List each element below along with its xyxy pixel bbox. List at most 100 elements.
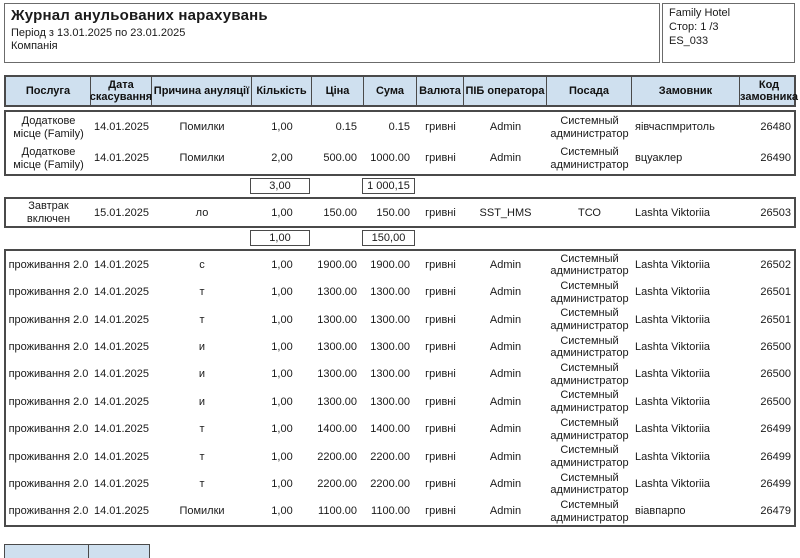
charge-group-3: проживання 2.0 14.01.2025 с 1,00 1900.00 1900…	[4, 249, 796, 528]
cell-position: Системный администратор	[550, 471, 629, 497]
cell-operator: Admin	[489, 450, 522, 463]
cell-operator: Admin	[489, 258, 522, 271]
cell-position: Системный администратор	[550, 146, 629, 171]
cell-customer: Lashta Viktoriia	[635, 341, 711, 354]
subtotal-spacer	[738, 230, 796, 246]
cell-cancel-date: 14.01.2025	[93, 450, 150, 463]
column-header-sum: Сума	[364, 77, 417, 106]
cell-currency: гривні	[425, 121, 456, 134]
subtotal-spacer	[89, 178, 150, 194]
hotel-name: Family Hotel	[669, 7, 731, 19]
table-row: проживання 2.0 14.01.2025 Помилки 1,00 1100.…	[6, 498, 794, 525]
cell-customer: Lashta Viktoriia	[635, 286, 711, 299]
cell-operator: Admin	[489, 121, 522, 134]
cell-customer: вцуаклер	[635, 152, 683, 165]
cell-customer: Lashta Viktoriia	[635, 477, 711, 490]
table-row: проживання 2.0 14.01.2025 т 1,00 1400.00 1400…	[6, 416, 794, 443]
cell-quantity: 1,00	[271, 423, 293, 436]
cell-quantity: 1,00	[271, 313, 293, 326]
cell-currency: гривні	[425, 341, 456, 354]
column-header-customer-code: Код замовника	[740, 79, 798, 104]
cell-quantity: 1,00	[271, 341, 293, 354]
report-period: Період з 13.01.2025 по 23.01.2025	[11, 27, 186, 39]
table-row: Додаткове місце (Family) 14.01.2025 Помилк…	[6, 112, 794, 143]
cell-sum: 1300.00	[370, 395, 410, 408]
cell-customer-code: 26490	[760, 152, 791, 165]
table-row: проживання 2.0 14.01.2025 т 1,00 1300.00 1300…	[6, 279, 794, 306]
cell-customer: Lashta Viktoriia	[635, 368, 711, 381]
table-row: проживання 2.0 14.01.2025 т 1,00 2200.00 2200…	[6, 471, 794, 498]
cell-price: 2200.00	[317, 450, 357, 463]
cell-operator: Admin	[489, 286, 522, 299]
cell-sum: 2200.00	[370, 477, 410, 490]
cell-sum: 150.00	[376, 206, 410, 219]
cell-operator: SST_HMS	[479, 206, 532, 219]
cell-sum: 1300.00	[370, 313, 410, 326]
table-row: проживання 2.0 14.01.2025 т 1,00 1300.00 1300…	[6, 306, 794, 333]
table-header-row: Послуга Дата скасування Причина ануляції…	[4, 75, 798, 108]
subtotal-spacer	[150, 230, 250, 246]
cell-operator: Admin	[489, 505, 522, 518]
column-header-reason: Причина ануляції	[152, 77, 252, 106]
cell-reason: и	[198, 395, 206, 408]
cell-operator: Admin	[489, 423, 522, 436]
cell-currency: гривні	[425, 505, 456, 518]
cell-price: 1900.00	[317, 258, 357, 271]
page-header: Журнал анульованих нарахувань Період з 1…	[4, 3, 797, 63]
subtotal-spacer	[462, 230, 545, 246]
subtotal-spacer	[89, 230, 150, 246]
column-header-currency: Валюта	[417, 77, 464, 106]
cell-customer-code: 26501	[760, 313, 791, 326]
cell-position: Системный администратор	[550, 252, 629, 278]
cell-service: проживання 2.0	[8, 477, 89, 490]
page-info-box: Family Hotel Стор: 1 /3 ES_033	[662, 3, 795, 63]
report-info-box: Журнал анульованих нарахувань Період з 1…	[4, 3, 660, 63]
subtotal-spacer	[545, 178, 630, 194]
cell-customer-code: 26499	[760, 450, 791, 463]
column-header-cancel-date: Дата скасування	[90, 77, 152, 106]
report-title: Журнал анульованих нарахувань	[11, 7, 268, 24]
subtotal-spacer	[738, 178, 796, 194]
cell-position: Системный администратор	[550, 362, 629, 387]
cell-reason: т	[199, 450, 205, 463]
cell-service: проживання 2.0	[8, 341, 89, 354]
table-row: проживання 2.0 14.01.2025 и 1,00 1300.00 1300…	[6, 334, 794, 361]
cell-quantity: 1,00	[271, 505, 293, 518]
subtotal-spacer	[415, 178, 462, 194]
cell-price: 1300.00	[317, 286, 357, 299]
subtotal-quantity: 1,00	[250, 230, 310, 247]
cell-reason: и	[198, 368, 206, 381]
cell-position: Системный администратор	[550, 334, 629, 360]
cell-customer-code: 26503	[760, 206, 791, 219]
cell-position: Системный администратор	[550, 444, 629, 469]
group-subtotal-row: 3,00 1 000,15	[4, 178, 796, 195]
cell-sum: 1900.00	[370, 258, 410, 271]
cell-position: Системный администратор	[550, 307, 629, 332]
report-code: ES_033	[669, 34, 709, 47]
cell-sum: 1300.00	[370, 341, 410, 354]
cell-reason: т	[199, 286, 205, 299]
cell-reason: т	[199, 423, 205, 436]
cell-currency: гривні	[425, 368, 456, 381]
subtotal-quantity: 3,00	[250, 178, 310, 195]
cell-price: 1300.00	[317, 341, 357, 354]
cell-currency: гривні	[425, 450, 456, 463]
cell-position: Системный администратор	[550, 389, 629, 415]
cell-sum: 1000.00	[370, 152, 410, 165]
cell-cancel-date: 14.01.2025	[93, 258, 150, 271]
cell-service: Завтрак включен	[26, 200, 71, 225]
cell-currency: гривні	[425, 258, 456, 271]
cell-customer-code: 26480	[760, 121, 791, 134]
cell-reason: т	[199, 477, 205, 490]
cell-cancel-date: 14.01.2025	[93, 477, 150, 490]
cell-reason: Помилки	[179, 505, 225, 518]
charge-group-2: Завтрак включен 15.01.2025 ло 1,00 150.00 150…	[4, 197, 796, 229]
cell-operator: Admin	[489, 368, 522, 381]
report-company-label: Компанія	[11, 40, 58, 53]
table-row: Завтрак включен 15.01.2025 ло 1,00 150.00 150…	[6, 199, 794, 226]
column-header-position: Посада	[547, 77, 632, 106]
column-header-service: Послуга	[6, 77, 91, 106]
cell-customer: Lashta Viktoriia	[635, 258, 711, 271]
cell-customer-code: 26479	[760, 505, 791, 518]
